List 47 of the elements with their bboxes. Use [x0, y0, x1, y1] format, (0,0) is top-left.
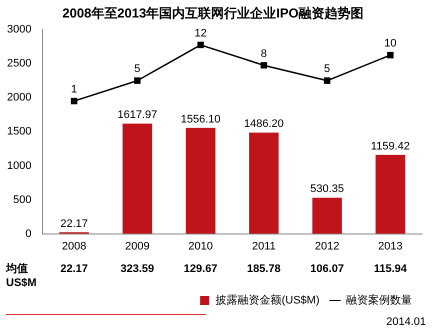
legend-label: 披露融资金额(US$M) — [216, 294, 320, 307]
text: 106.07 — [310, 263, 344, 276]
bar — [312, 198, 342, 234]
bar — [186, 128, 216, 234]
data-label: 1486.20 — [244, 118, 284, 130]
data-label: 1556.10 — [180, 113, 220, 126]
data-label: 8 — [260, 48, 267, 60]
data-label: 1 — [71, 84, 78, 96]
x-tick-label: 2008 — [62, 240, 86, 252]
point — [70, 98, 78, 104]
y-tick-label: 1500 — [6, 126, 32, 138]
y-tick-label: 0 — [25, 228, 32, 240]
text: 129.67 — [184, 263, 218, 276]
legend-label: 融资案例数量 — [346, 294, 412, 307]
x-tick-label: 2013 — [378, 240, 403, 252]
data-label: 12 — [194, 27, 207, 40]
x-tick-label: 2012 — [314, 240, 340, 252]
bar — [122, 124, 152, 234]
text: 22.17 — [60, 263, 88, 276]
text: 323.59 — [120, 263, 154, 276]
text: 2014.01 — [386, 316, 426, 328]
x-tick-label: 2009 — [125, 240, 150, 252]
data-label: 22.17 — [60, 218, 88, 230]
text: 115.94 — [374, 263, 408, 276]
point — [134, 77, 141, 84]
y-tick-label: 500 — [13, 194, 32, 206]
x-tick-label: 2011 — [252, 240, 276, 252]
text: 均值 US$M — [5, 262, 37, 290]
data-label: 10 — [384, 38, 396, 50]
text: 185.78 — [247, 263, 281, 276]
point — [197, 42, 204, 48]
point — [324, 77, 330, 84]
point — [260, 62, 268, 69]
data-label: 530.35 — [310, 183, 344, 196]
chart-title: 2008年至2013年国内互联网行业企业IPO融资趋势图 — [62, 5, 364, 20]
data-label: 5 — [324, 63, 330, 76]
bar — [249, 132, 279, 234]
y-tick-label: 1000 — [6, 160, 32, 172]
x-tick-label: 2010 — [188, 240, 213, 252]
data-label: 5 — [134, 63, 140, 76]
point — [387, 52, 394, 58]
y-tick-label: 3000 — [6, 24, 32, 36]
y-tick-label: 2500 — [6, 58, 32, 70]
bar — [376, 154, 406, 234]
y-tick-label: 2000 — [6, 92, 32, 104]
data-label: 1617.97 — [117, 109, 158, 122]
data-label: 1159.42 — [370, 140, 410, 152]
